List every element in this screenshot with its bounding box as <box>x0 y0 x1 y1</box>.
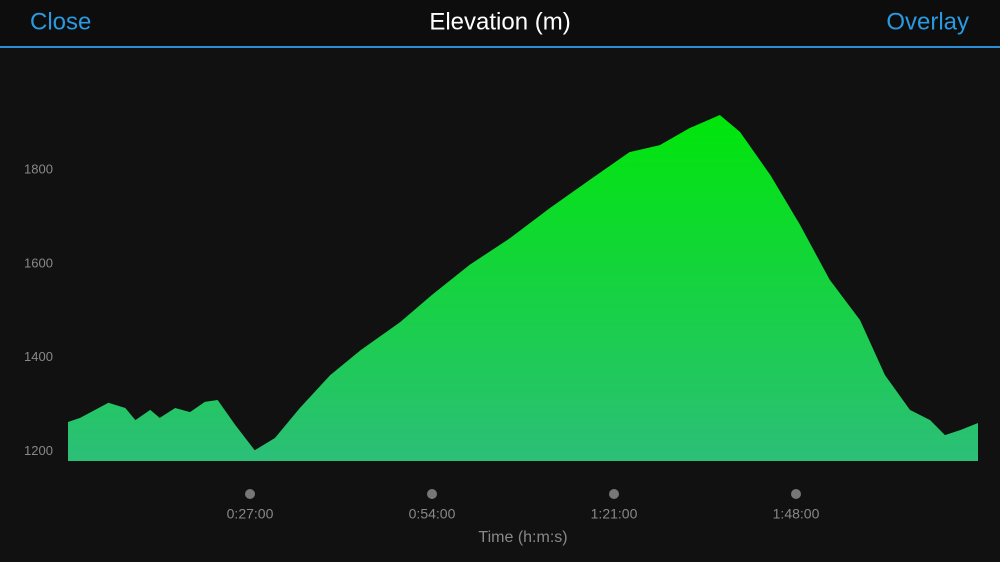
y-tick-label: 1800 <box>24 161 53 176</box>
x-tick-label: 1:21:00 <box>591 506 638 522</box>
x-tick-dot <box>791 489 801 499</box>
x-tick-label: 1:48:00 <box>773 506 820 522</box>
x-tick-dot <box>609 489 619 499</box>
y-tick-label: 1400 <box>24 349 53 364</box>
x-axis-label: Time (h:m:s) <box>478 529 567 546</box>
x-tick-dot <box>427 489 437 499</box>
x-tick-label: 0:54:00 <box>409 506 456 522</box>
x-tick-label: 0:27:00 <box>227 506 274 522</box>
x-tick-dot <box>245 489 255 499</box>
close-button[interactable]: Close <box>30 8 91 35</box>
overlay-button[interactable]: Overlay <box>886 8 969 35</box>
y-tick-label: 1200 <box>24 443 53 458</box>
elevation-area <box>68 115 978 462</box>
header-title: Elevation (m) <box>429 8 570 35</box>
header-bar <box>0 0 1000 47</box>
y-tick-label: 1600 <box>24 255 53 270</box>
